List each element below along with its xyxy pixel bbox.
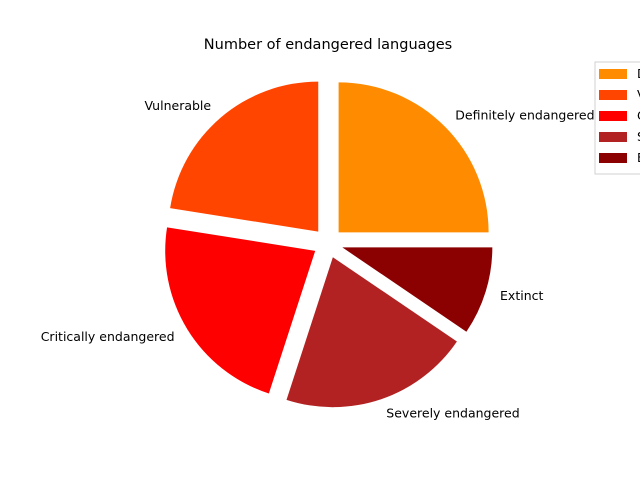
pie-slice-extinct [342,247,493,332]
legend-swatch [599,132,627,142]
legend-label: Critically endangered [637,108,640,123]
legend-label: Definitely endangered [637,66,640,81]
legend-label: Severely endangered [637,129,640,144]
legend-swatch [599,153,627,163]
slice-label: Severely endangered [386,405,519,420]
legend-swatch [599,90,627,100]
legend: Definitely endangered Vulnerable Criticall… [594,61,640,175]
legend-label: Vulnerable [637,87,640,102]
legend-swatch [599,111,627,121]
legend-label: Extinct [637,150,640,165]
pie-slice-vulnerable [170,81,319,232]
slice-labels: Definitely endangered Vulnerable Criticall… [41,98,595,420]
slice-label: Definitely endangered [455,108,594,123]
legend-swatch [599,69,627,79]
pie-slice-definitely-endangered [338,82,489,233]
slice-label: Vulnerable [144,98,211,113]
pie-slice-critically-endangered [165,227,316,394]
pie-slices [165,81,493,408]
chart-title: Number of endangered languages [204,37,452,53]
slice-label: Extinct [500,288,543,303]
slice-label: Critically endangered [41,329,175,344]
pie-slice-severely-endangered [286,257,457,408]
